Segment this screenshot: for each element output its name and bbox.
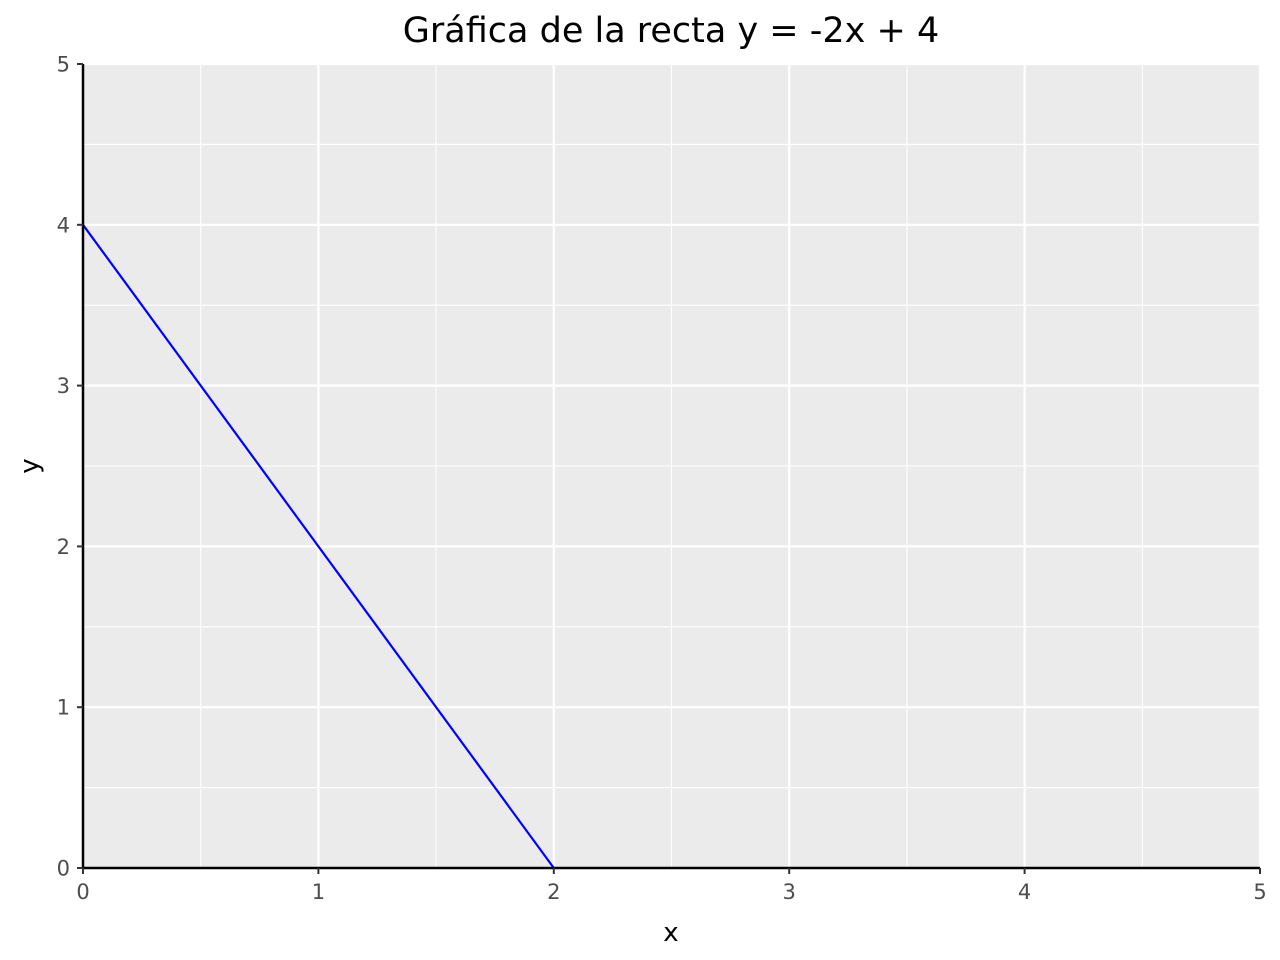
y-tick-label: 5 (57, 53, 70, 77)
y-tick-label: 0 (57, 857, 70, 881)
x-tick-label: 4 (1018, 880, 1031, 904)
x-axis-label: x (663, 918, 678, 948)
x-tick-label: 3 (783, 880, 796, 904)
y-tick-label: 1 (57, 696, 70, 720)
y-tick-label: 2 (57, 535, 70, 559)
y-axis-ticks: 0 1 2 3 4 5 (57, 53, 83, 881)
y-axis-label: y (15, 458, 45, 473)
x-tick-label: 2 (547, 880, 560, 904)
axes-layer (81, 64, 1260, 870)
chart-title: Gráfica de la recta y = -2x + 4 (403, 11, 939, 51)
series-layer (82, 224, 555, 869)
x-tick-label: 1 (312, 880, 325, 904)
x-tick-label: 0 (76, 880, 89, 904)
x-tick-label: 5 (1253, 880, 1266, 904)
y-tick-label: 3 (57, 374, 70, 398)
minor-gridlines (83, 64, 1260, 868)
series-line-1 (82, 224, 555, 869)
x-axis-ticks: 0 1 2 3 4 5 (76, 868, 1267, 904)
y-tick-label: 4 (57, 213, 70, 237)
